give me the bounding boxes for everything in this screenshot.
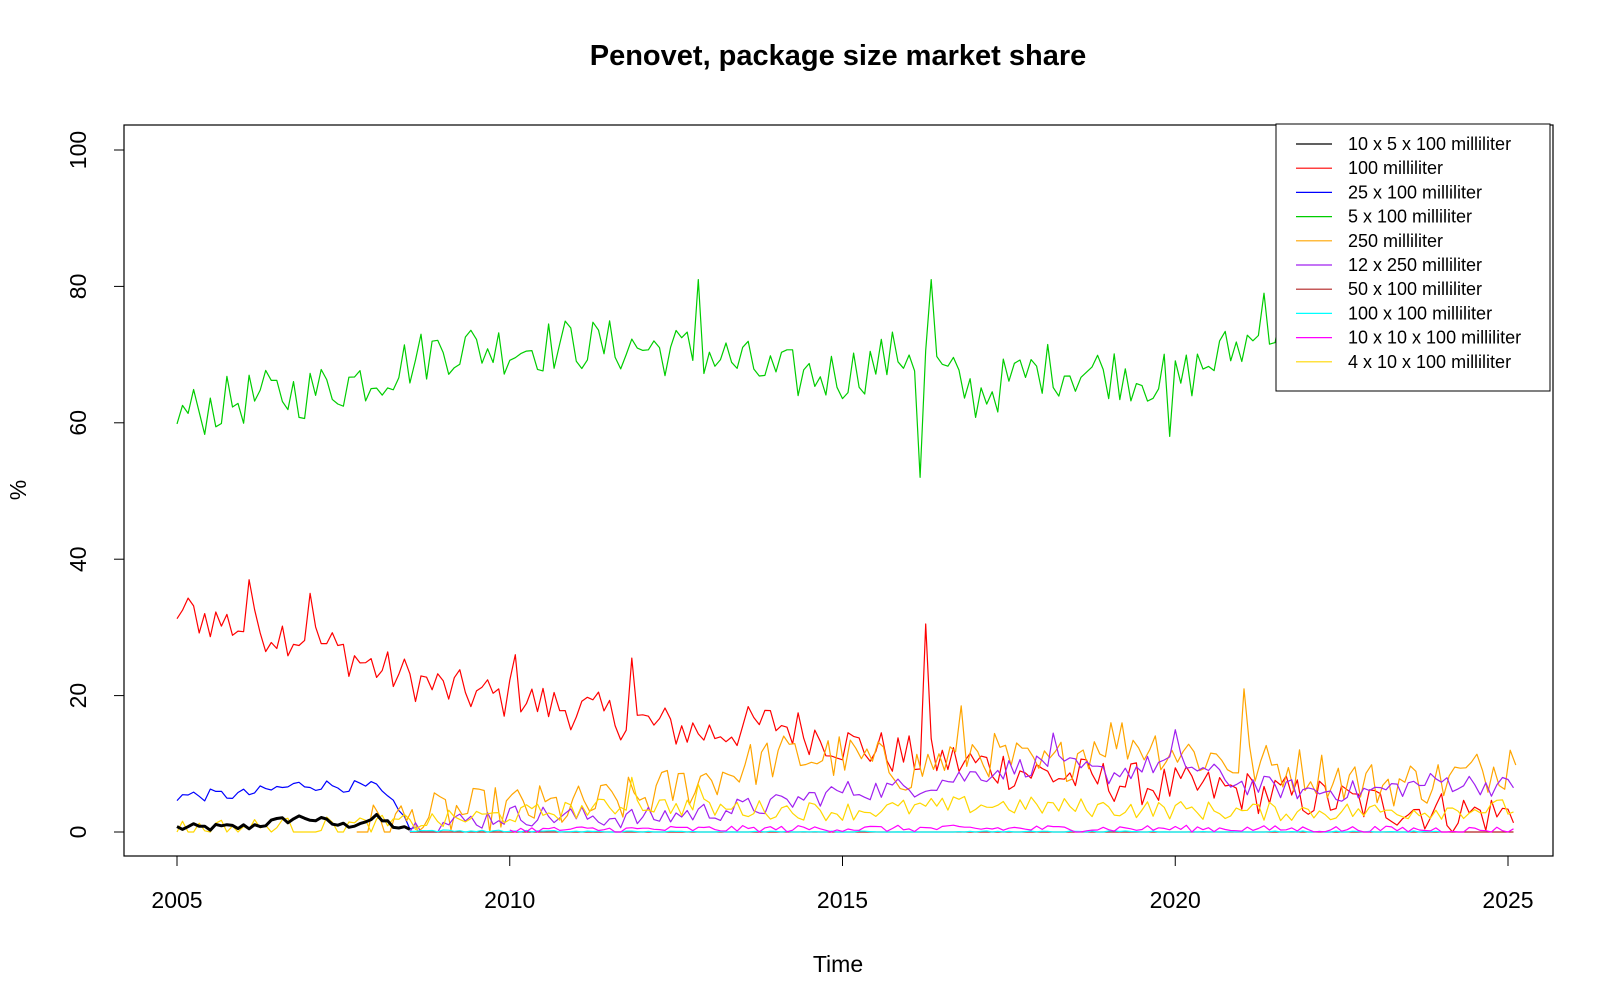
legend: 10 x 5 x 100 milliliter 100 milliliter 25 … [1275,123,1551,392]
legend-entry: 25 x 100 milliliter [1348,182,1482,202]
y-tick-label: 60 [65,410,91,436]
series-line-250-milliliter [356,688,1517,833]
x-tick-label: 2020 [1150,887,1201,913]
legend-entry: 12 x 250 milliliter [1348,255,1482,275]
y-axis-label: % [5,480,31,500]
x-tick-label: 2010 [484,887,535,913]
chart-title: Penovet, package size market share [590,40,1086,72]
y-tick-label: 40 [65,546,91,572]
series-layer [176,279,1517,833]
x-tick-label: 2005 [151,887,202,913]
y-tick-label: 20 [65,683,91,709]
series-line-4-x-10-x-100-milliliter [176,776,1514,833]
x-tick-label: 2015 [817,887,868,913]
series-line-10-x-5-x-100-milliliter [176,813,411,832]
legend-entry: 50 x 100 milliliter [1348,279,1482,299]
x-axis: 2005 2010 2015 2020 2025 [151,855,1534,913]
legend-entry: 10 x 10 x 100 milliliter [1348,328,1521,348]
legend-entry: 4 x 10 x 100 milliliter [1348,352,1511,372]
legend-entry: 100 x 100 milliliter [1348,303,1492,323]
x-tick-label: 2025 [1482,887,1533,913]
legend-entry: 5 x 100 milliliter [1348,207,1472,227]
series-line-10-x-10-x-100-milliliter [509,824,1514,833]
y-tick-label: 80 [65,274,91,300]
series-line-25-x-100-milliliter [176,780,416,830]
legend-entry: 250 milliliter [1348,231,1443,251]
series-line-100-x-100-milliliter [409,829,1442,833]
series-line-100-milliliter [176,579,1515,833]
y-axis: 0 20 40 60 80 100 [65,131,125,839]
y-tick-label: 0 [65,826,91,839]
y-tick-label: 100 [65,131,91,169]
legend-entry: 100 milliliter [1348,158,1443,178]
legend-entry: 10 x 5 x 100 milliliter [1348,134,1511,154]
x-axis-label: Time [813,951,863,977]
series-line-12-x-250-milliliter [409,729,1515,833]
